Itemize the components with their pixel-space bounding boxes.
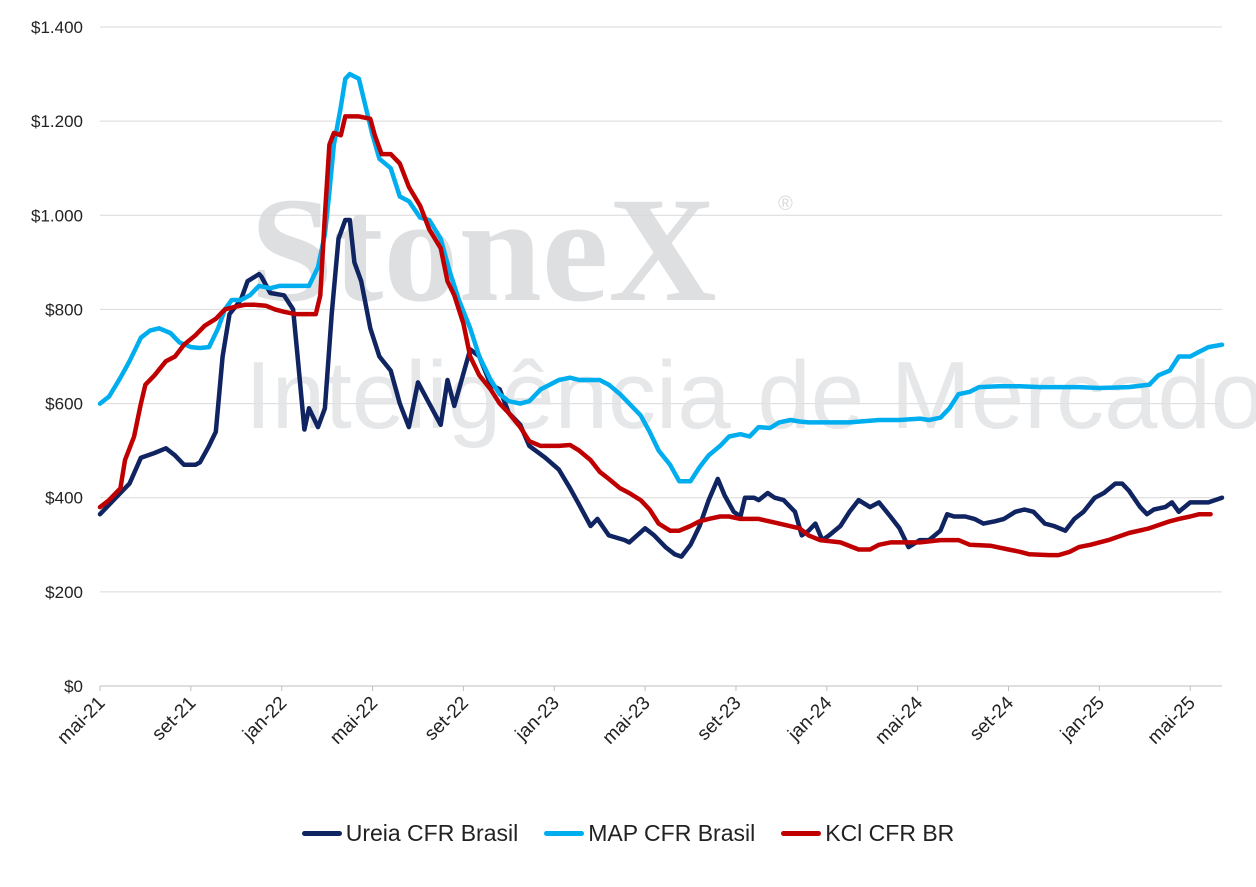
legend-swatch-kcl: [781, 831, 822, 836]
series-lines: [97, 71, 1225, 559]
x-tick-label: mai-23: [599, 693, 655, 749]
x-tick-label: jan-24: [783, 692, 836, 745]
y-tick-label: $1.400: [31, 18, 83, 37]
gridlines: [100, 26, 1222, 593]
legend-label-ureia: Ureia CFR Brasil: [345, 820, 519, 846]
watermark-registered: ®: [778, 193, 793, 215]
legend: Ureia CFR Brasil MAP CFR Brasil KCl CFR …: [0, 820, 1256, 847]
x-tick-label: mai-25: [1144, 693, 1200, 749]
legend-item-kcl: KCl CFR BR: [781, 820, 954, 847]
y-tick-label: $0: [64, 677, 83, 696]
legend-swatch-ureia: [301, 831, 342, 836]
x-tick-label: jan-22: [238, 693, 291, 746]
x-tick-label: set-23: [693, 693, 745, 745]
y-tick-label: $1.200: [31, 112, 83, 131]
watermark: StoneX ® Inteligência de Mercado: [245, 167, 1256, 449]
x-axis: mai-21 set-21 jan-22 mai-22 set-22 jan-23 mai-…: [54, 686, 1200, 749]
x-tick-label: set-24: [966, 692, 1018, 744]
x-tick-label: set-21: [148, 693, 200, 745]
legend-label-kcl: KCl CFR BR: [825, 820, 955, 846]
series-line-0: [97, 217, 1225, 559]
x-tick-label: jan-25: [1056, 693, 1109, 746]
y-tick-label: $1.000: [31, 206, 83, 225]
x-tick-label: mai-22: [326, 693, 382, 749]
y-tick-label: $600: [45, 395, 83, 414]
legend-item-ureia: Ureia CFR Brasil: [301, 820, 519, 847]
x-tick-label: set-22: [421, 693, 473, 745]
y-tick-label: $800: [45, 300, 83, 319]
x-tick-label: mai-21: [54, 693, 110, 749]
legend-item-map: MAP CFR Brasil: [544, 820, 755, 847]
legend-swatch-map: [544, 831, 585, 836]
y-tick-label: $400: [45, 489, 83, 508]
x-tick-label: jan-23: [511, 693, 564, 746]
series-line-2: [97, 114, 1213, 558]
legend-label-map: MAP CFR Brasil: [588, 820, 756, 846]
x-tick-label: mai-24: [871, 692, 927, 748]
y-axis: $0 $200 $400 $600 $800 $1.000 $1.200 $1.400: [31, 18, 83, 696]
series-line-1: [97, 71, 1225, 484]
y-tick-label: $200: [45, 583, 83, 602]
